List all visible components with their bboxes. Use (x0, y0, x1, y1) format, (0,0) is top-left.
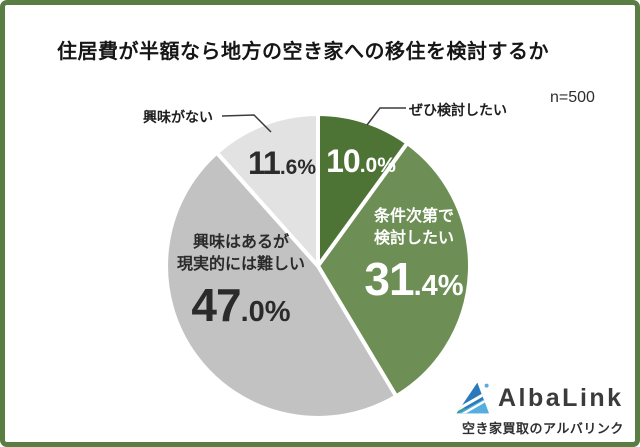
pct-dec: .0% (359, 154, 396, 177)
logo-row: AlbaLink (455, 381, 631, 415)
brand-name: AlbaLink (498, 383, 624, 412)
slice-name-line: 興味はあるが (192, 234, 290, 251)
sample-size-label: n=500 (550, 89, 595, 106)
pct-int: 10 (326, 143, 361, 179)
pct-dec: .0% (240, 296, 291, 328)
pct-int: 31 (364, 253, 414, 305)
albalink-logo: AlbaLink 空き家買取のアルバリンク (455, 381, 631, 437)
pie-slice-1 (316, 141, 472, 399)
slice-value-not-interested: 11.6% (248, 147, 316, 179)
logo-dot (484, 383, 489, 388)
brand-tagline: 空き家買取のアルバリンク (462, 421, 624, 436)
chart-title: 住居費が半額なら地方の空き家への移住を検討するか (57, 41, 549, 63)
pct-int: 47 (191, 279, 241, 331)
logo-triangle-icon (456, 382, 489, 414)
pct-int: 11 (247, 145, 281, 181)
slice-value-interested-but-difficult: 47.0% (177, 282, 305, 328)
label-not-interested: 興味がない (143, 109, 213, 125)
pie-chart (164, 107, 472, 420)
slice-label-interested-but-difficult: 興味はあるが 現実的には難しい 47.0% (177, 232, 305, 328)
callout-line-not-interested (221, 114, 272, 133)
slice-label-conditional: 条件次第で 検討したい 31.4% (364, 206, 463, 302)
pct-dec: .4% (413, 270, 464, 302)
pie-slice-0 (316, 112, 410, 268)
callout-line-definitely-consider (366, 107, 406, 126)
slice-name-line: 現実的には難しい (176, 256, 306, 273)
pie-slices (164, 112, 472, 420)
pct-dec: .6% (279, 156, 317, 179)
label-definitely-consider: ぜひ検討したい (409, 102, 507, 118)
slice-name-line: 条件次第で (373, 208, 454, 225)
slice-value-conditional: 31.4% (364, 256, 463, 302)
slice-name-line: 検討したい (373, 230, 454, 247)
pie-slice-2 (164, 150, 399, 420)
slice-value-definitely-consider: 10.0% (326, 145, 396, 177)
